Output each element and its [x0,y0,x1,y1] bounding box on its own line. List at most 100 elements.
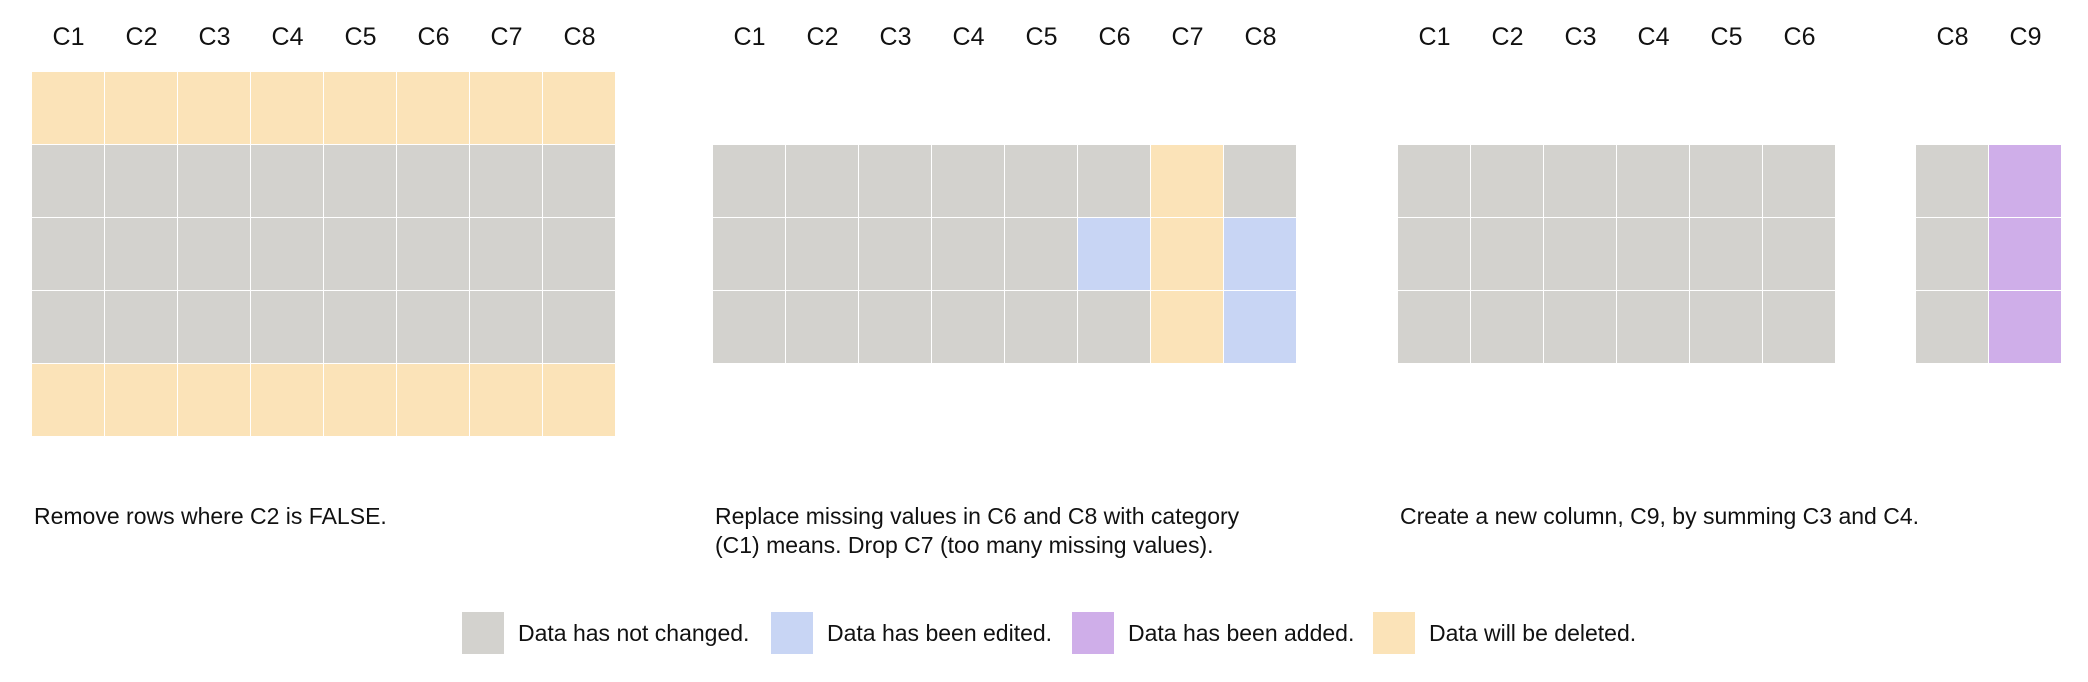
cell-unchanged [786,218,858,290]
cell-unchanged [1005,291,1077,363]
cell-unchanged [1078,145,1150,217]
cell-unchanged [786,145,858,217]
cell-unchanged [932,291,1004,363]
cell-deleted [1151,291,1223,363]
cell-edited [1078,218,1150,290]
cell-added [1989,145,2061,217]
cell-unchanged [713,145,785,217]
cell-deleted [470,72,542,144]
cell-deleted [251,364,323,436]
cell-deleted [543,72,615,144]
cell-deleted [105,364,177,436]
cell-unchanged [1617,291,1689,363]
cell-unchanged [1398,291,1470,363]
cell-unchanged [251,145,323,217]
cell-unchanged [1617,218,1689,290]
cell-unchanged [786,291,858,363]
cell-unchanged [105,145,177,217]
cell-unchanged [859,218,931,290]
cell-unchanged [1617,145,1689,217]
cell-deleted [105,72,177,144]
cell-unchanged [932,145,1004,217]
column-header: C9 [2009,23,2042,51]
column-header: C8 [1936,23,1969,51]
cell-added [1989,291,2061,363]
legend-swatch-unchanged [462,612,504,654]
cell-unchanged [470,291,542,363]
column-header: C1 [1418,23,1451,51]
cell-unchanged [105,218,177,290]
cell-unchanged [713,218,785,290]
cell-unchanged [1005,218,1077,290]
column-header: C4 [1637,23,1670,51]
cell-unchanged [1224,145,1296,217]
cell-unchanged [251,291,323,363]
cell-unchanged [932,218,1004,290]
panel-caption: Replace missing values in C6 and C8 with… [715,503,1240,558]
cell-added [1989,218,2061,290]
cell-unchanged [32,218,104,290]
cell-unchanged [1544,145,1616,217]
cell-unchanged [1398,145,1470,217]
column-header: C3 [1564,23,1597,51]
column-header: C3 [198,23,231,51]
column-header: C4 [952,23,985,51]
cell-unchanged [1544,218,1616,290]
cell-unchanged [1544,291,1616,363]
cell-deleted [251,72,323,144]
cell-deleted [1151,218,1223,290]
panel-replace-missing: C1 C2 C3 C4 C5 C6 C7 C8 Replace missing values … [713,0,1353,682]
cell-edited [1224,291,1296,363]
cell-deleted [1151,145,1223,217]
cell-edited [1224,218,1296,290]
cell-unchanged [251,218,323,290]
column-header: C1 [733,23,766,51]
column-header: C1 [52,23,85,51]
column-header: C4 [271,23,304,51]
column-header: C6 [417,23,450,51]
column-header: C5 [1025,23,1058,51]
cell-deleted [32,364,104,436]
cell-unchanged [397,218,469,290]
legend-label: Data has been edited. [827,620,1053,646]
column-header: C2 [1491,23,1524,51]
cell-unchanged [1916,291,1988,363]
cell-unchanged [859,145,931,217]
cell-unchanged [543,145,615,217]
panel-remove-rows: C1 C2 C3 C4 C5 C6 C7 C8 Remove rows where C2 is… [32,0,652,682]
cell-deleted [470,364,542,436]
column-header: C8 [1244,23,1277,51]
cell-unchanged [178,218,250,290]
legend-label: Data has been added. [1128,620,1355,646]
cell-unchanged [1398,218,1470,290]
cell-unchanged [1916,218,1988,290]
cell-unchanged [1916,145,1988,217]
column-header: C2 [125,23,158,51]
column-header: C7 [1171,23,1204,51]
cell-unchanged [1471,291,1543,363]
cell-unchanged [713,291,785,363]
cell-unchanged [324,145,396,217]
cell-deleted [543,364,615,436]
cell-unchanged [397,291,469,363]
cell-unchanged [543,218,615,290]
cell-unchanged [1005,145,1077,217]
cell-unchanged [1690,145,1762,217]
cell-unchanged [397,145,469,217]
panel-caption: Remove rows where C2 is FALSE. [34,503,387,529]
column-header: C3 [879,23,912,51]
column-header: C5 [1710,23,1743,51]
cell-unchanged [105,291,177,363]
column-header: C5 [344,23,377,51]
cell-unchanged [178,291,250,363]
cell-deleted [178,364,250,436]
cell-deleted [397,364,469,436]
cell-deleted [397,72,469,144]
cell-unchanged [470,218,542,290]
legend-label: Data has not changed. [518,620,750,646]
cell-unchanged [324,218,396,290]
cell-unchanged [1471,218,1543,290]
legend-swatch-edited [771,612,813,654]
cell-unchanged [178,145,250,217]
legend-label: Data will be deleted. [1429,620,1637,646]
